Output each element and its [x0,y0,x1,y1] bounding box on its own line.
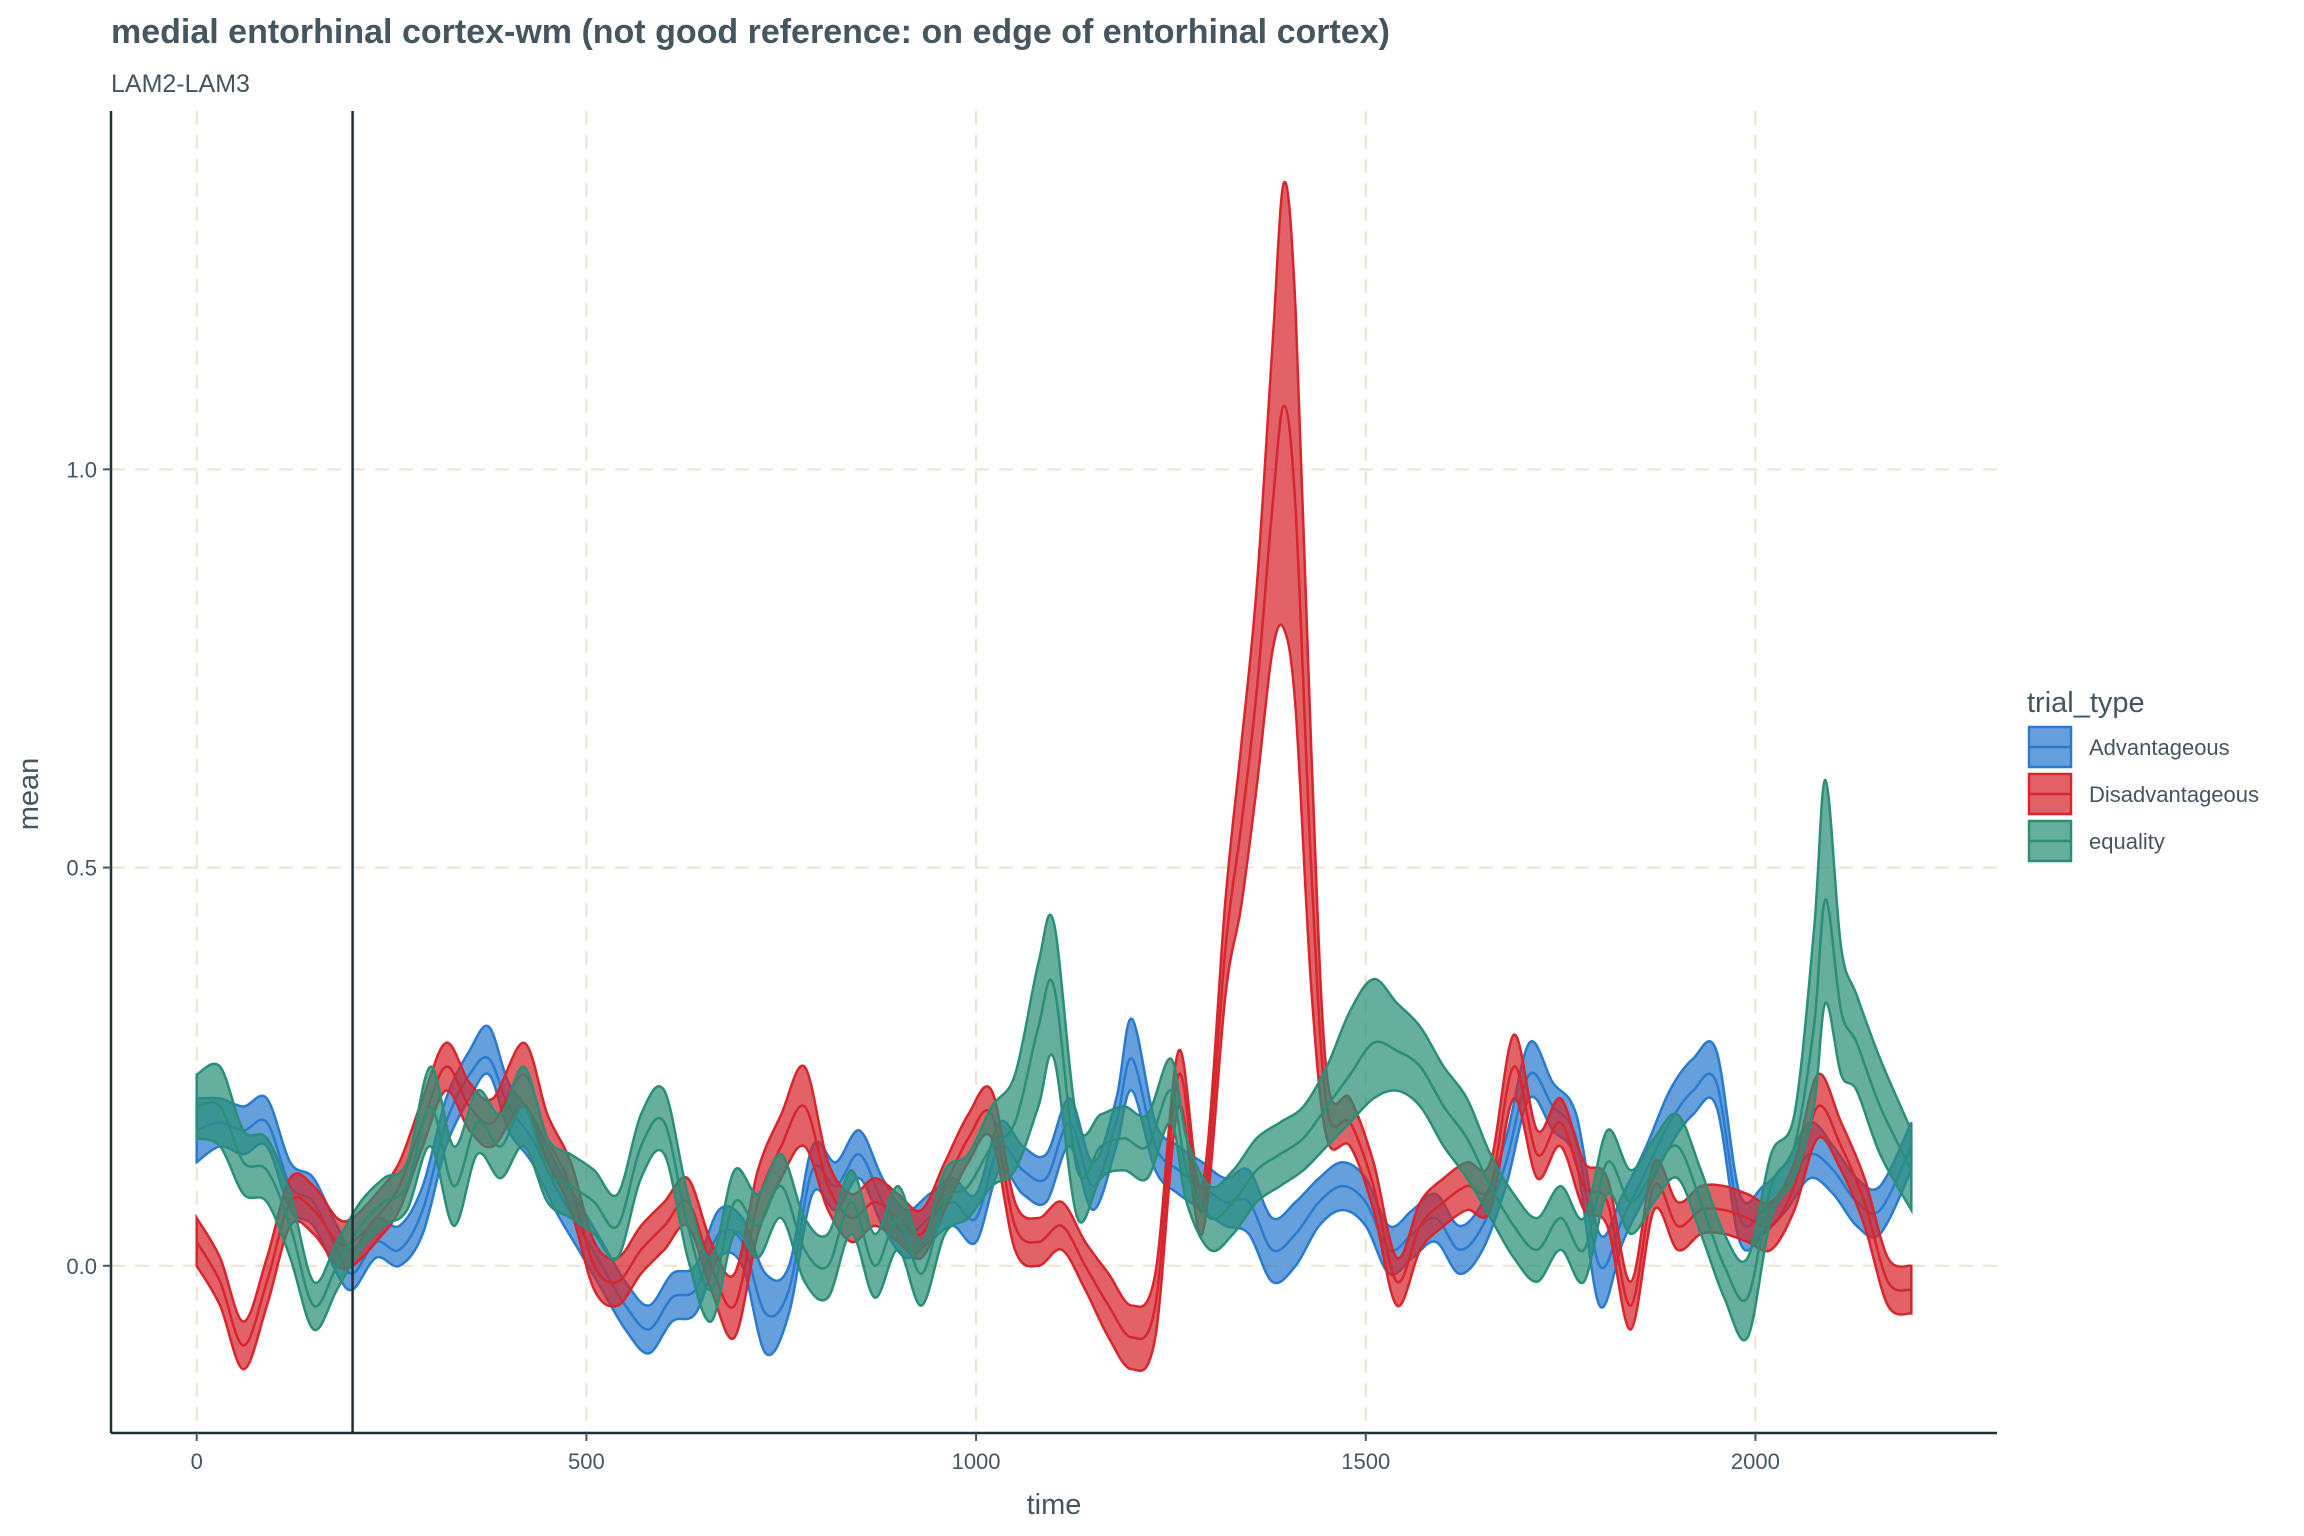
x-tick-label-2: 1000 [952,1449,1001,1474]
grid [111,111,1997,1433]
x-tick-label-0: 0 [191,1449,203,1474]
chart-title: medial entorhinal cortex-wm (not good re… [111,13,1390,51]
x-tick-label-1: 500 [568,1449,605,1474]
legend: trial_type Advantageous Disadvantageous eq… [2027,687,2259,863]
x-axis: 0 500 1000 1500 2000 [191,1433,1780,1474]
x-axis-title: time [1027,1489,1082,1521]
plot-series [195,180,1913,1373]
y-axis-title: mean [13,758,45,831]
y-axis: 0.0 0.5 1.0 [66,457,111,1279]
line-equality [196,898,1913,1308]
chart-subtitle: LAM2-LAM3 [111,70,250,98]
x-tick-label-4: 2000 [1731,1449,1780,1474]
legend-label-advantageous: Advantageous [2089,735,2230,760]
y-tick-label-0: 0.0 [66,1254,97,1279]
y-tick-label-1: 0.5 [66,856,97,881]
x-tick-label-3: 1500 [1341,1449,1390,1474]
legend-label-disadvantageous: Disadvantageous [2089,782,2259,807]
legend-title: trial_type [2027,687,2145,719]
y-tick-label-2: 1.0 [66,457,97,482]
legend-label-equality: equality [2089,829,2165,854]
